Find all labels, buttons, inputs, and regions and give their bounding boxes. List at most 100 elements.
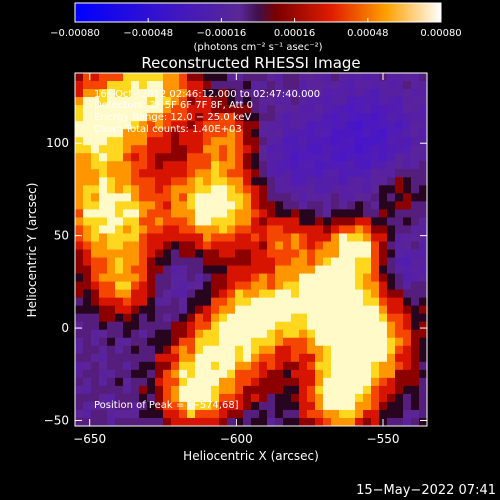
heatmap-cell bbox=[243, 169, 252, 178]
heatmap-cell bbox=[267, 345, 276, 355]
heatmap-cell bbox=[219, 185, 228, 194]
heatmap-cell bbox=[403, 161, 412, 170]
heatmap-cell bbox=[379, 313, 388, 323]
heatmap-cell bbox=[235, 233, 244, 243]
heatmap-cell bbox=[75, 313, 84, 323]
heatmap-cell bbox=[347, 105, 356, 114]
heatmap-cell bbox=[307, 233, 316, 243]
heatmap-cell bbox=[307, 377, 316, 387]
heatmap-cell bbox=[131, 217, 140, 227]
heatmap-cell bbox=[323, 201, 332, 210]
heatmap-cell bbox=[403, 401, 412, 411]
heatmap-cell bbox=[307, 273, 316, 283]
heatmap-cell bbox=[227, 81, 236, 90]
heatmap-cell bbox=[379, 297, 388, 307]
heatmap-cell bbox=[395, 97, 404, 106]
heatmap-cell bbox=[83, 177, 92, 186]
heatmap-cell bbox=[203, 297, 212, 307]
heatmap-cell bbox=[315, 105, 324, 114]
heatmap-cell bbox=[147, 73, 156, 82]
heatmap-cell bbox=[195, 233, 204, 243]
heatmap-cell bbox=[347, 129, 356, 138]
heatmap-cell bbox=[171, 329, 180, 339]
heatmap-cell bbox=[227, 217, 236, 227]
heatmap-cell bbox=[291, 185, 300, 194]
heatmap-cell bbox=[187, 137, 196, 146]
heatmap-cell bbox=[91, 297, 100, 307]
heatmap-cell bbox=[299, 129, 308, 138]
heatmap-cell bbox=[139, 417, 148, 426]
heatmap-cell bbox=[403, 153, 412, 162]
heatmap-cell bbox=[395, 249, 404, 259]
heatmap-cell bbox=[347, 89, 356, 98]
heatmap-cell bbox=[251, 97, 260, 106]
heatmap-cell bbox=[403, 353, 412, 363]
heatmap-cell bbox=[371, 305, 380, 315]
heatmap-cell bbox=[331, 257, 340, 267]
heatmap-cell bbox=[187, 241, 196, 251]
heatmap-cell bbox=[379, 233, 388, 243]
heatmap-cell bbox=[387, 393, 396, 403]
heatmap-cell bbox=[235, 361, 244, 371]
heatmap-cell bbox=[147, 321, 156, 331]
heatmap-cell bbox=[179, 153, 188, 162]
heatmap-cell bbox=[107, 265, 116, 275]
heatmap-cell bbox=[371, 393, 380, 403]
heatmap-cell bbox=[411, 273, 420, 283]
heatmap-cell bbox=[387, 193, 396, 202]
heatmap-cell bbox=[171, 81, 180, 90]
heatmap-cell bbox=[283, 337, 292, 347]
heatmap-cell bbox=[107, 329, 116, 339]
heatmap-cell bbox=[195, 385, 204, 395]
heatmap-cell bbox=[291, 337, 300, 347]
heatmap-cell bbox=[211, 353, 220, 363]
heatmap-cell bbox=[147, 193, 156, 202]
heatmap-cell bbox=[419, 225, 427, 235]
heatmap-cell bbox=[283, 329, 292, 339]
heatmap-cell bbox=[235, 401, 244, 411]
heatmap-cell bbox=[363, 153, 372, 162]
heatmap-cell bbox=[147, 393, 156, 403]
heatmap-cell bbox=[315, 89, 324, 98]
heatmap-cell bbox=[107, 417, 116, 426]
heatmap-cell bbox=[219, 393, 228, 403]
heatmap-cell bbox=[131, 89, 140, 98]
heatmap-cell bbox=[235, 337, 244, 347]
heatmap-cell bbox=[411, 241, 420, 251]
heatmap-cell bbox=[379, 409, 388, 419]
heatmap-cell bbox=[315, 129, 324, 138]
heatmap-cell bbox=[267, 289, 276, 299]
heatmap-cell bbox=[179, 297, 188, 307]
heatmap-cell bbox=[251, 89, 260, 98]
heatmap-cell bbox=[347, 353, 356, 363]
heatmap-cell bbox=[379, 337, 388, 347]
heatmap-cell bbox=[211, 337, 220, 347]
heatmap-cell bbox=[299, 209, 308, 219]
heatmap-cell bbox=[403, 257, 412, 267]
heatmap-cell bbox=[187, 273, 196, 283]
heatmap-cell bbox=[91, 393, 100, 403]
heatmap-cell bbox=[123, 289, 132, 299]
heatmap-cell bbox=[179, 249, 188, 259]
heatmap-cell bbox=[163, 217, 172, 227]
heatmap-cell bbox=[315, 289, 324, 299]
heatmap-cell bbox=[251, 177, 260, 186]
heatmap-cell bbox=[307, 89, 316, 98]
heatmap-cell bbox=[379, 153, 388, 162]
heatmap-cell bbox=[355, 289, 364, 299]
heatmap-cell bbox=[195, 161, 204, 170]
heatmap-cell bbox=[259, 201, 268, 210]
heatmap-cell bbox=[411, 161, 420, 170]
heatmap-cell bbox=[219, 257, 228, 267]
heatmap-cell bbox=[171, 385, 180, 395]
heatmap-cell bbox=[107, 249, 116, 259]
heatmap-cell bbox=[387, 137, 396, 146]
heatmap-cell bbox=[275, 401, 284, 411]
heatmap-cell bbox=[347, 241, 356, 251]
heatmap-cell bbox=[315, 241, 324, 251]
heatmap-cell bbox=[99, 353, 108, 363]
heatmap-cell bbox=[355, 353, 364, 363]
heatmap-cell bbox=[187, 177, 196, 186]
heatmap-cell bbox=[411, 321, 420, 331]
heatmap-cell bbox=[275, 209, 284, 219]
